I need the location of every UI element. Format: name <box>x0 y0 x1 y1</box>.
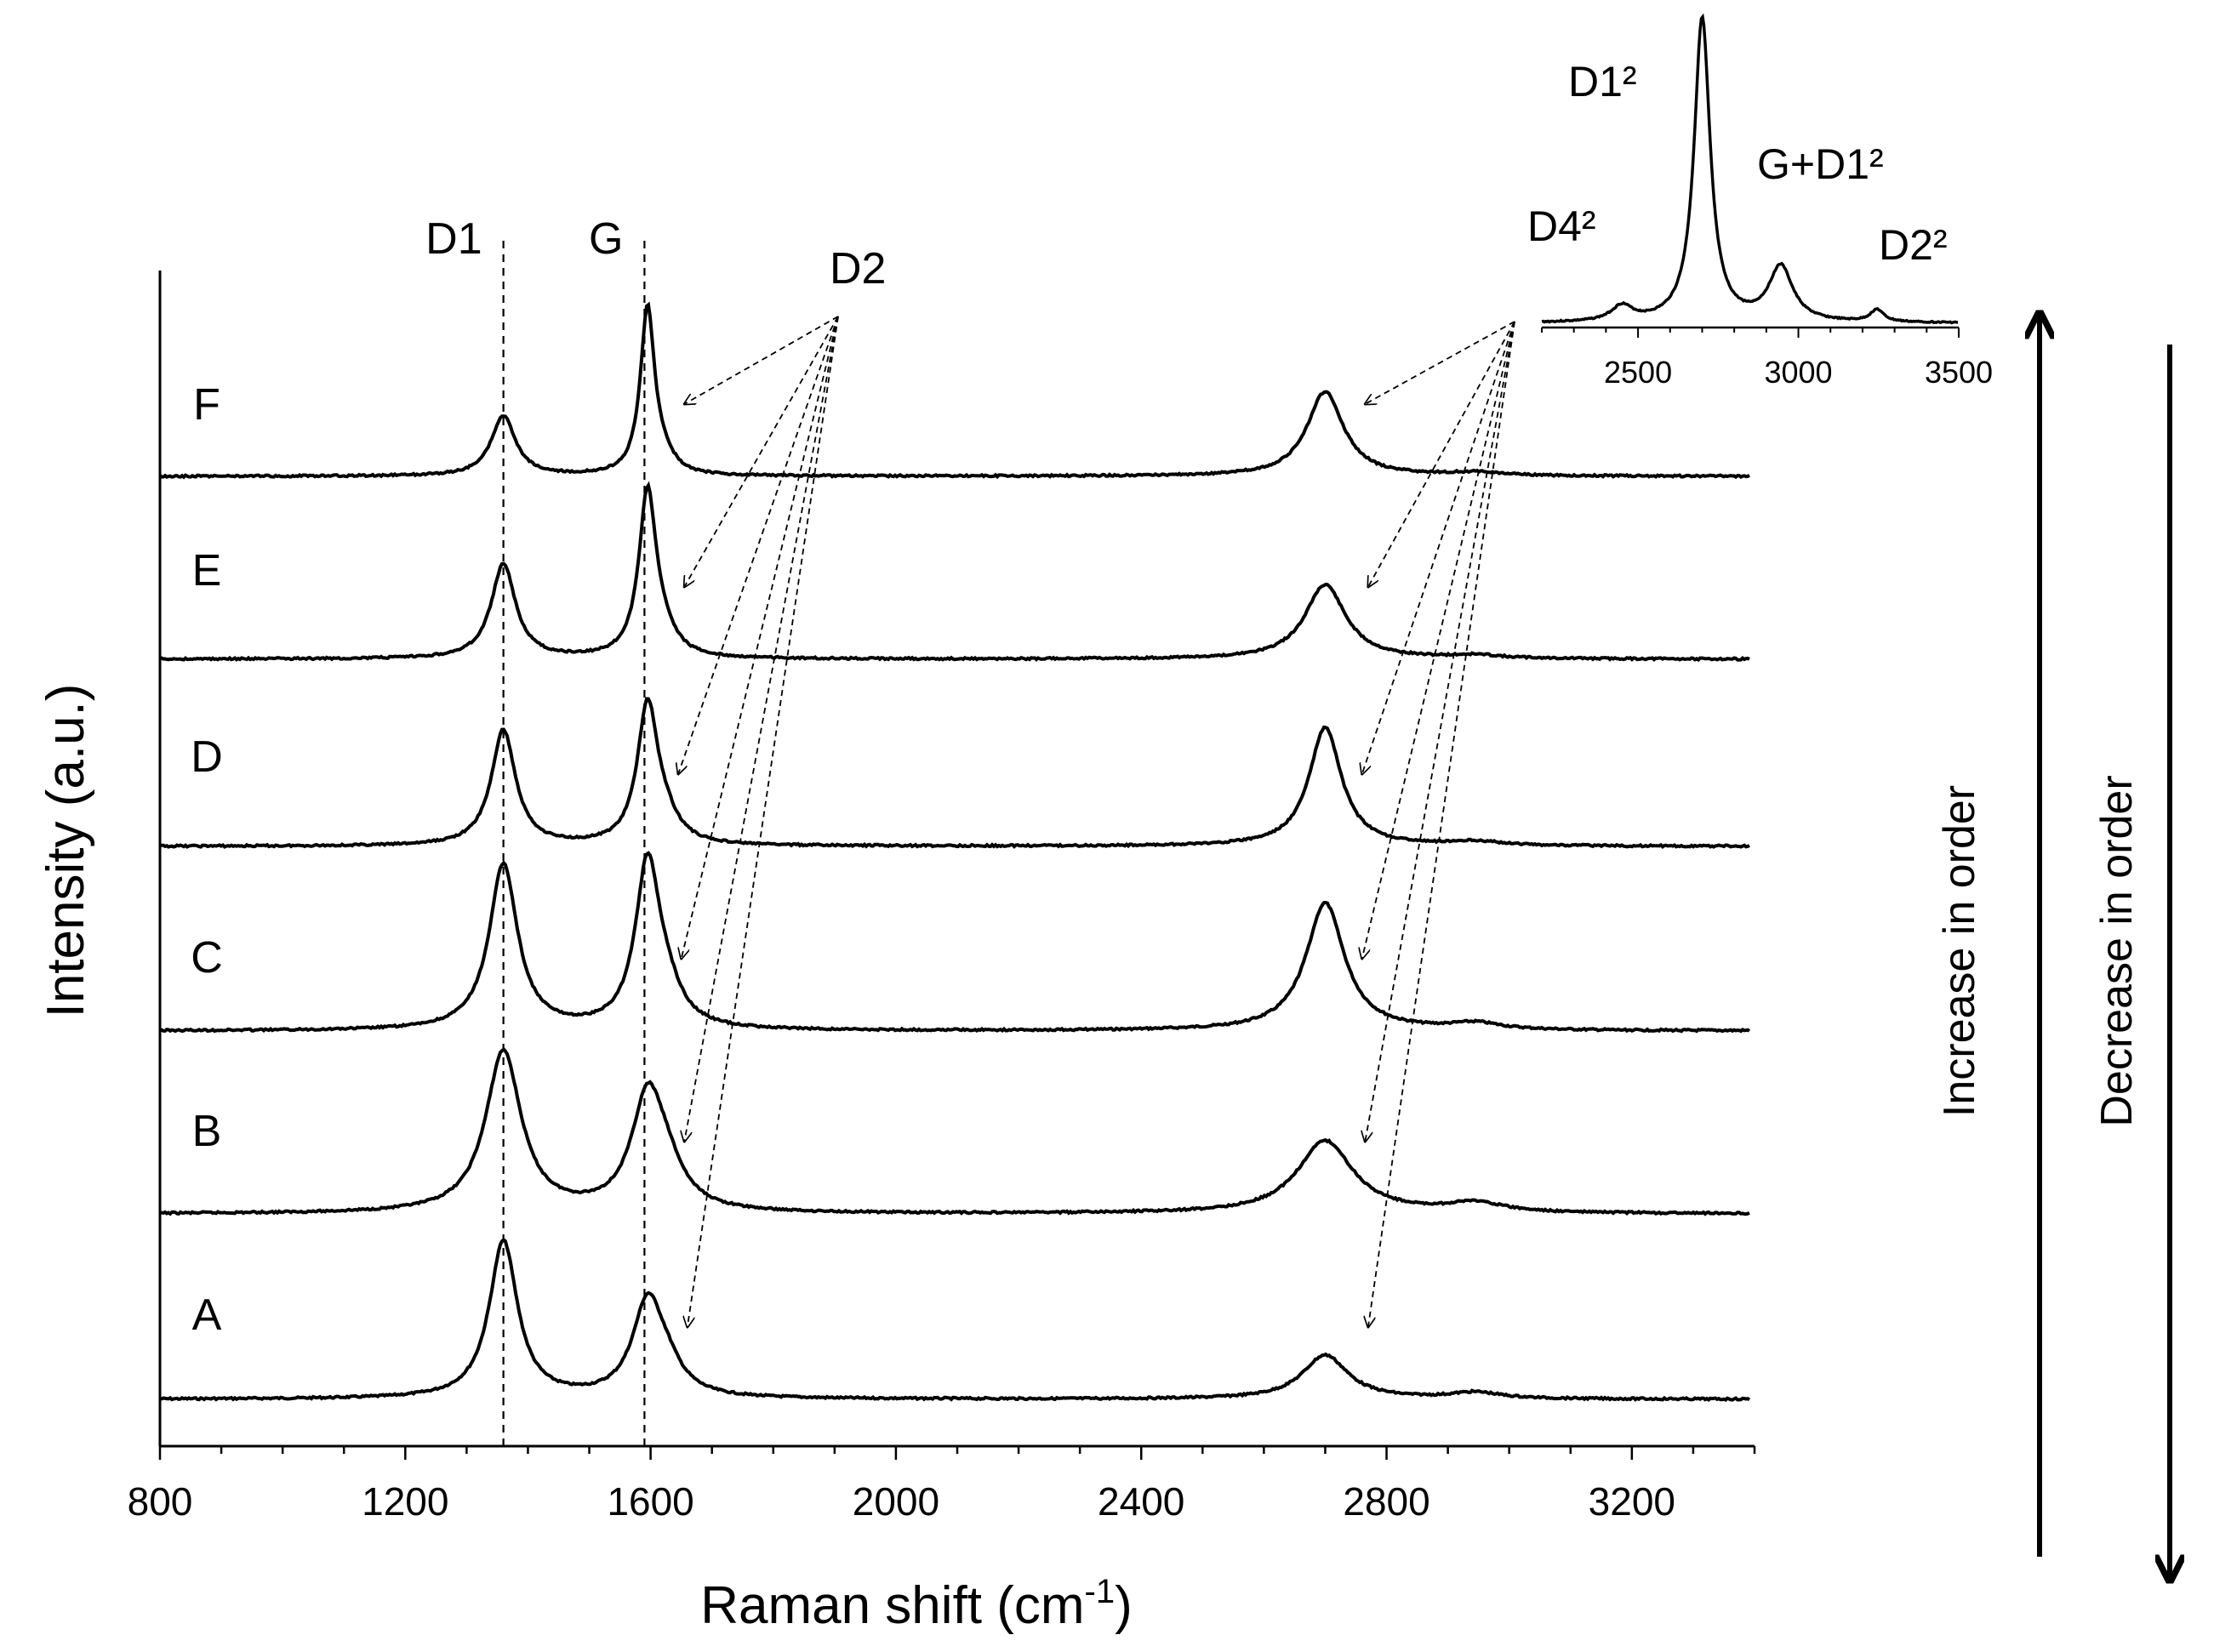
inset-label-g-d1: G+D1² <box>1757 140 1884 188</box>
inset-plot: 2500 3000 3500 D4² D1² G+D1² D2² <box>1527 13 1993 390</box>
decrease-order-label: Decrease in order <box>2092 775 2142 1126</box>
series-label-f: F <box>193 380 220 430</box>
d2-arrow-first <box>684 316 839 587</box>
x-tick-label: 1200 <box>362 1479 448 1524</box>
inset-spectrum-line <box>1541 13 1959 325</box>
inset-tick-label: 3500 <box>1925 355 1993 390</box>
reference-label-d1: D1 <box>425 214 482 264</box>
x-axis-title: Raman shift (cm-1) <box>700 1573 1133 1635</box>
d2-arrow-first <box>684 316 839 404</box>
x-axis-title-superscript: -1 <box>1085 1573 1116 1610</box>
d2-arrow-first <box>688 316 839 1327</box>
d2-arrows <box>678 316 1515 1327</box>
inset-label-d4: D4² <box>1527 202 1596 250</box>
d2-arrow-second <box>1362 321 1515 959</box>
d2-arrow-first <box>682 316 839 959</box>
spectra-group: A B C D E F <box>158 301 1751 1403</box>
spectrum-line-c <box>159 851 1751 1034</box>
inset-tick-label: 2500 <box>1604 355 1672 390</box>
inset-label-d2: D2² <box>1879 221 1948 269</box>
d2-annotation-label: D2 <box>830 244 886 293</box>
increase-order-label: Increase in order <box>1935 785 1984 1117</box>
x-tick-label: 3200 <box>1589 1479 1675 1524</box>
y-axis-title: Intensity (a.u.) <box>37 684 95 1018</box>
inset-tick-label: 3000 <box>1764 355 1832 390</box>
d2-arrow-second <box>1362 321 1515 774</box>
d2-arrow-second <box>1365 321 1515 404</box>
spectrum-line-e <box>158 481 1750 663</box>
x-tick-label: 1600 <box>607 1479 693 1524</box>
spectrum-line-b <box>159 1046 1750 1216</box>
spectrum-line-a <box>159 1237 1751 1403</box>
x-axis-title-main: Raman shift (cm <box>700 1576 1084 1635</box>
d2-arrow-first <box>678 316 839 774</box>
spectrum-line-d <box>159 697 1750 850</box>
x-tick-label: 2000 <box>853 1479 939 1524</box>
series-label-a: A <box>192 1290 222 1340</box>
inset-label-d1: D1² <box>1568 58 1637 105</box>
spectrum-line-f <box>158 301 1750 480</box>
d2-arrow-second <box>1365 321 1515 1142</box>
x-tick-label: 2800 <box>1343 1479 1429 1524</box>
series-label-e: E <box>192 546 222 595</box>
series-label-c: C <box>191 933 223 983</box>
reference-label-g: G <box>589 214 623 264</box>
series-label-b: B <box>192 1107 222 1156</box>
x-axis-title-close: ) <box>1115 1576 1133 1635</box>
x-tick-label: 800 <box>128 1479 193 1524</box>
x-axis-ticks: 800 1200 1600 2000 2400 2800 3200 <box>128 1446 1756 1524</box>
x-tick-label: 2400 <box>1098 1479 1184 1524</box>
reference-lines: D1 G <box>425 214 646 1446</box>
series-label-d: D <box>191 732 223 782</box>
inset-x-ticks: 2500 3000 3500 <box>1541 328 1993 390</box>
d2-arrow-first <box>684 316 839 1142</box>
